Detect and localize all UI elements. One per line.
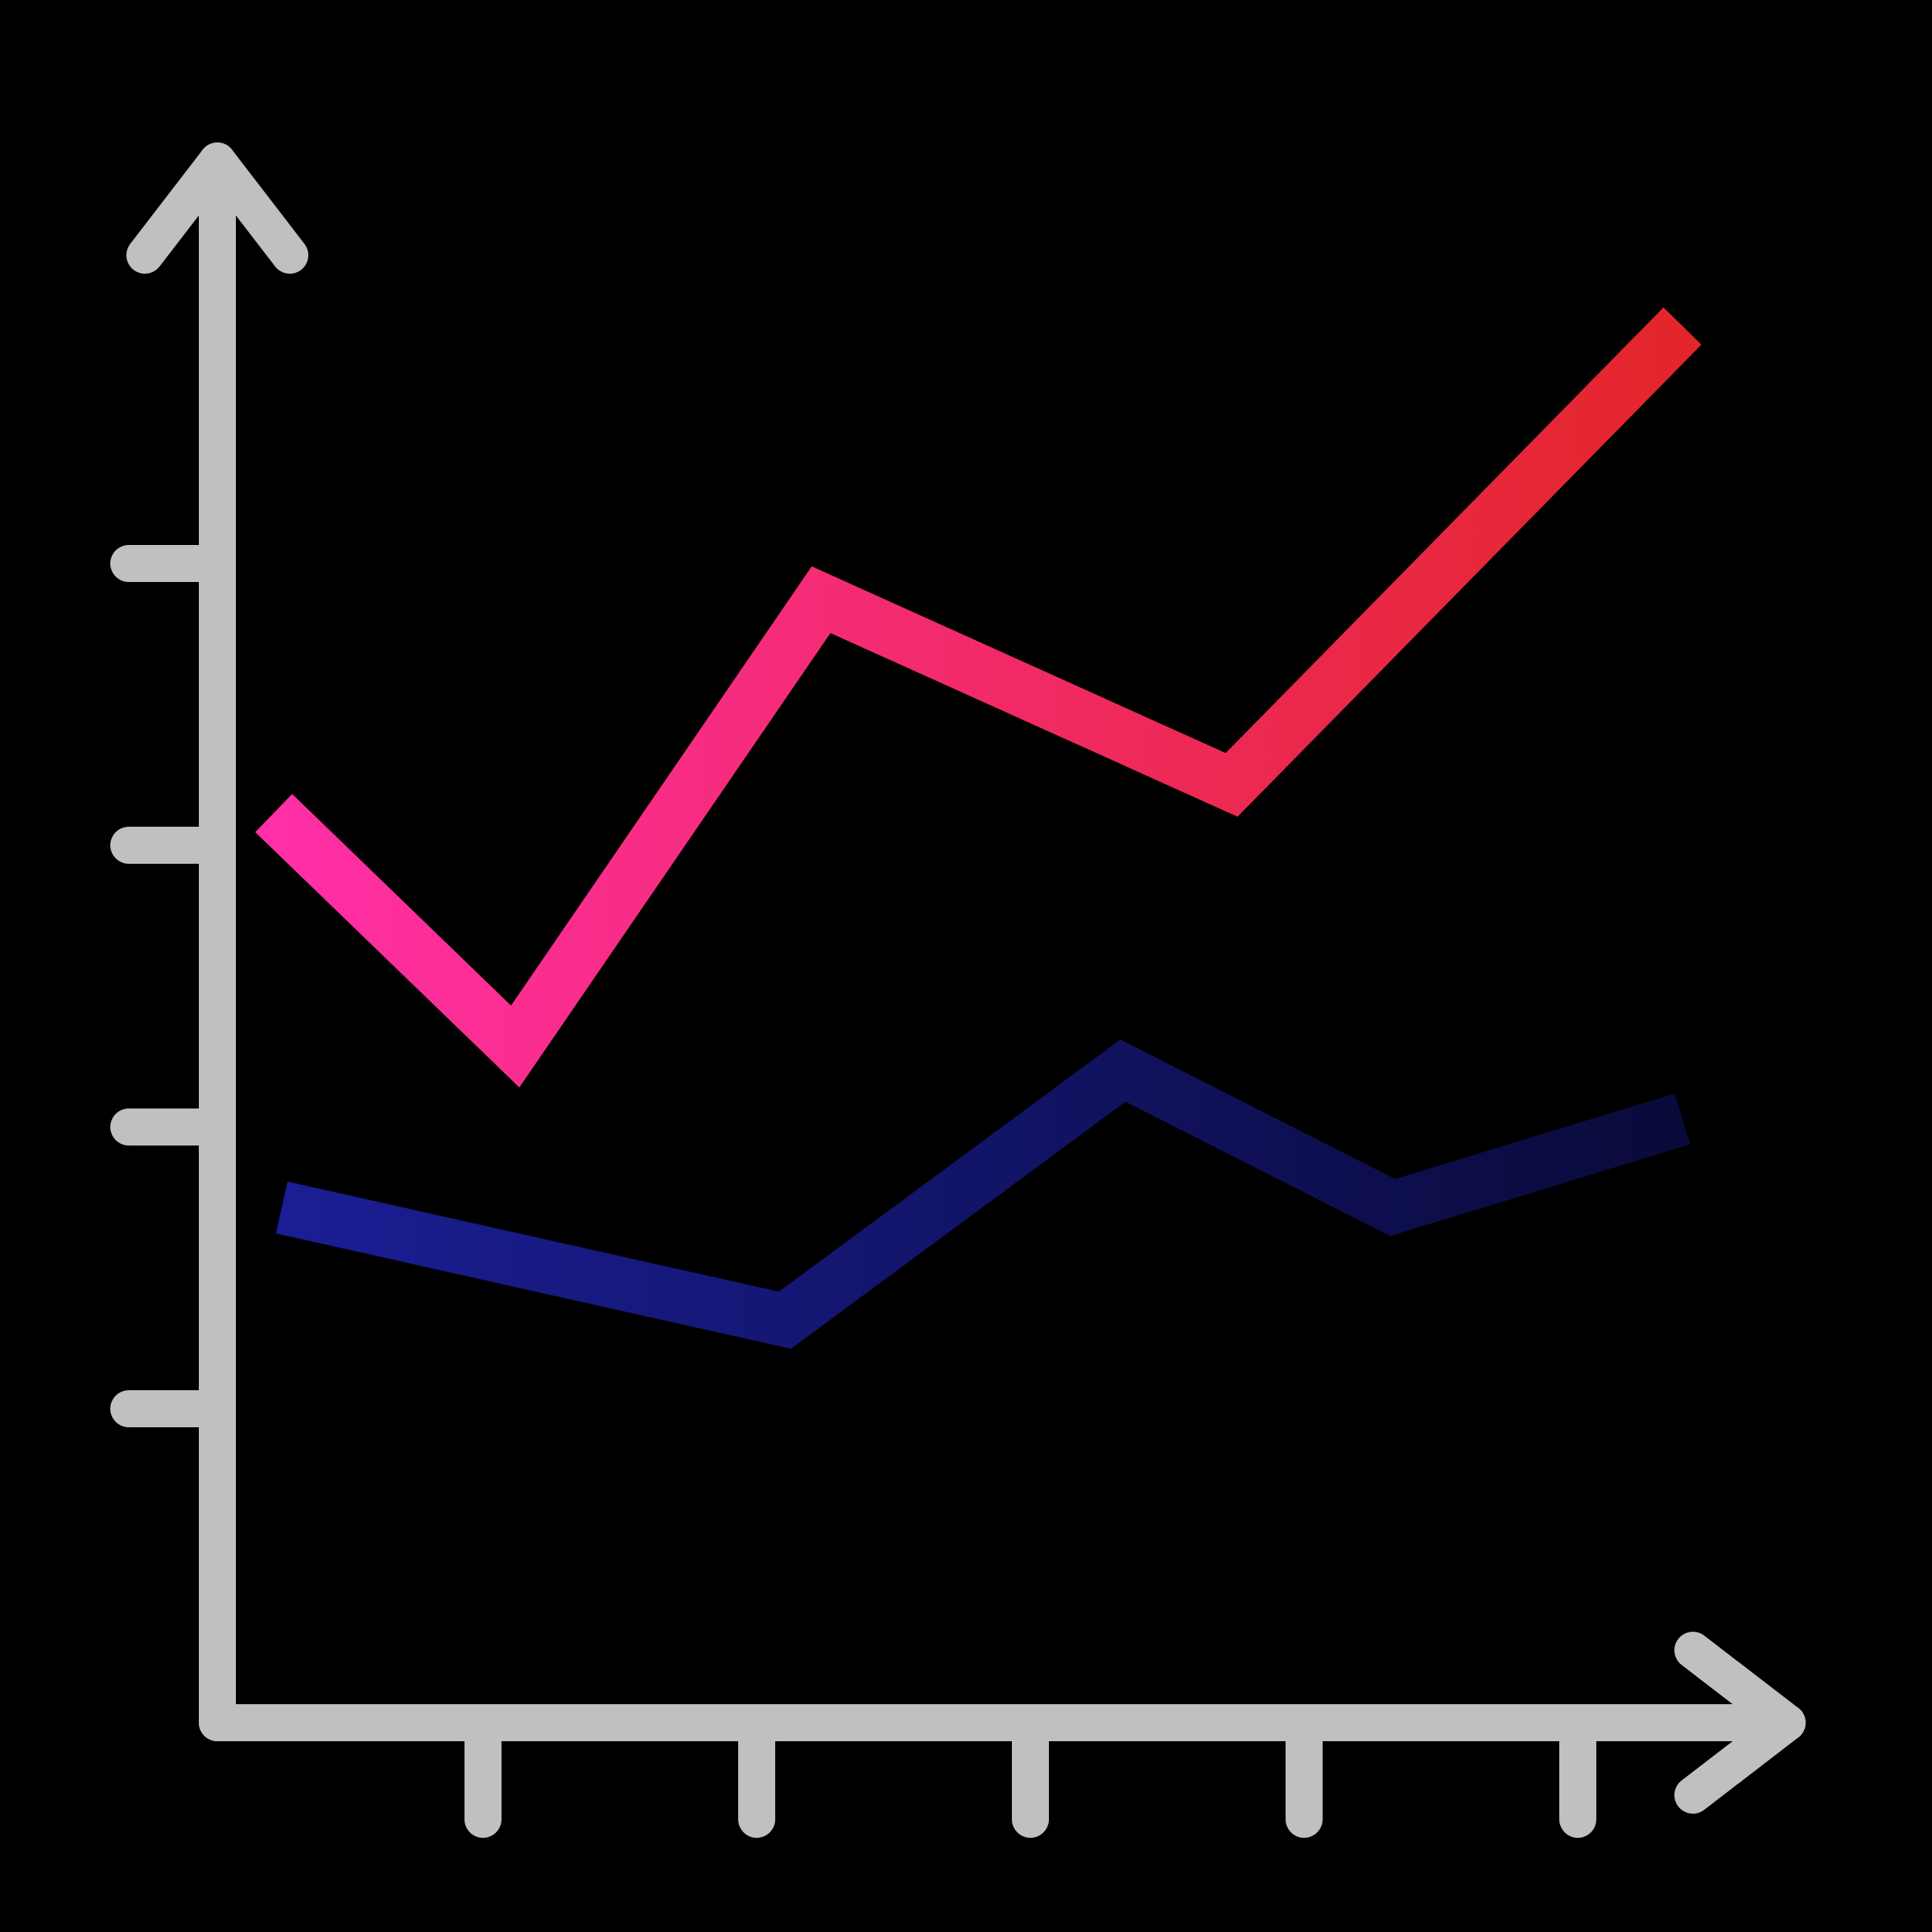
series-top: [274, 326, 1682, 1046]
chart-series: [274, 326, 1682, 1320]
line-chart: [0, 0, 1932, 1932]
series-bottom: [282, 1071, 1682, 1320]
chart-axes: [129, 161, 1787, 1819]
